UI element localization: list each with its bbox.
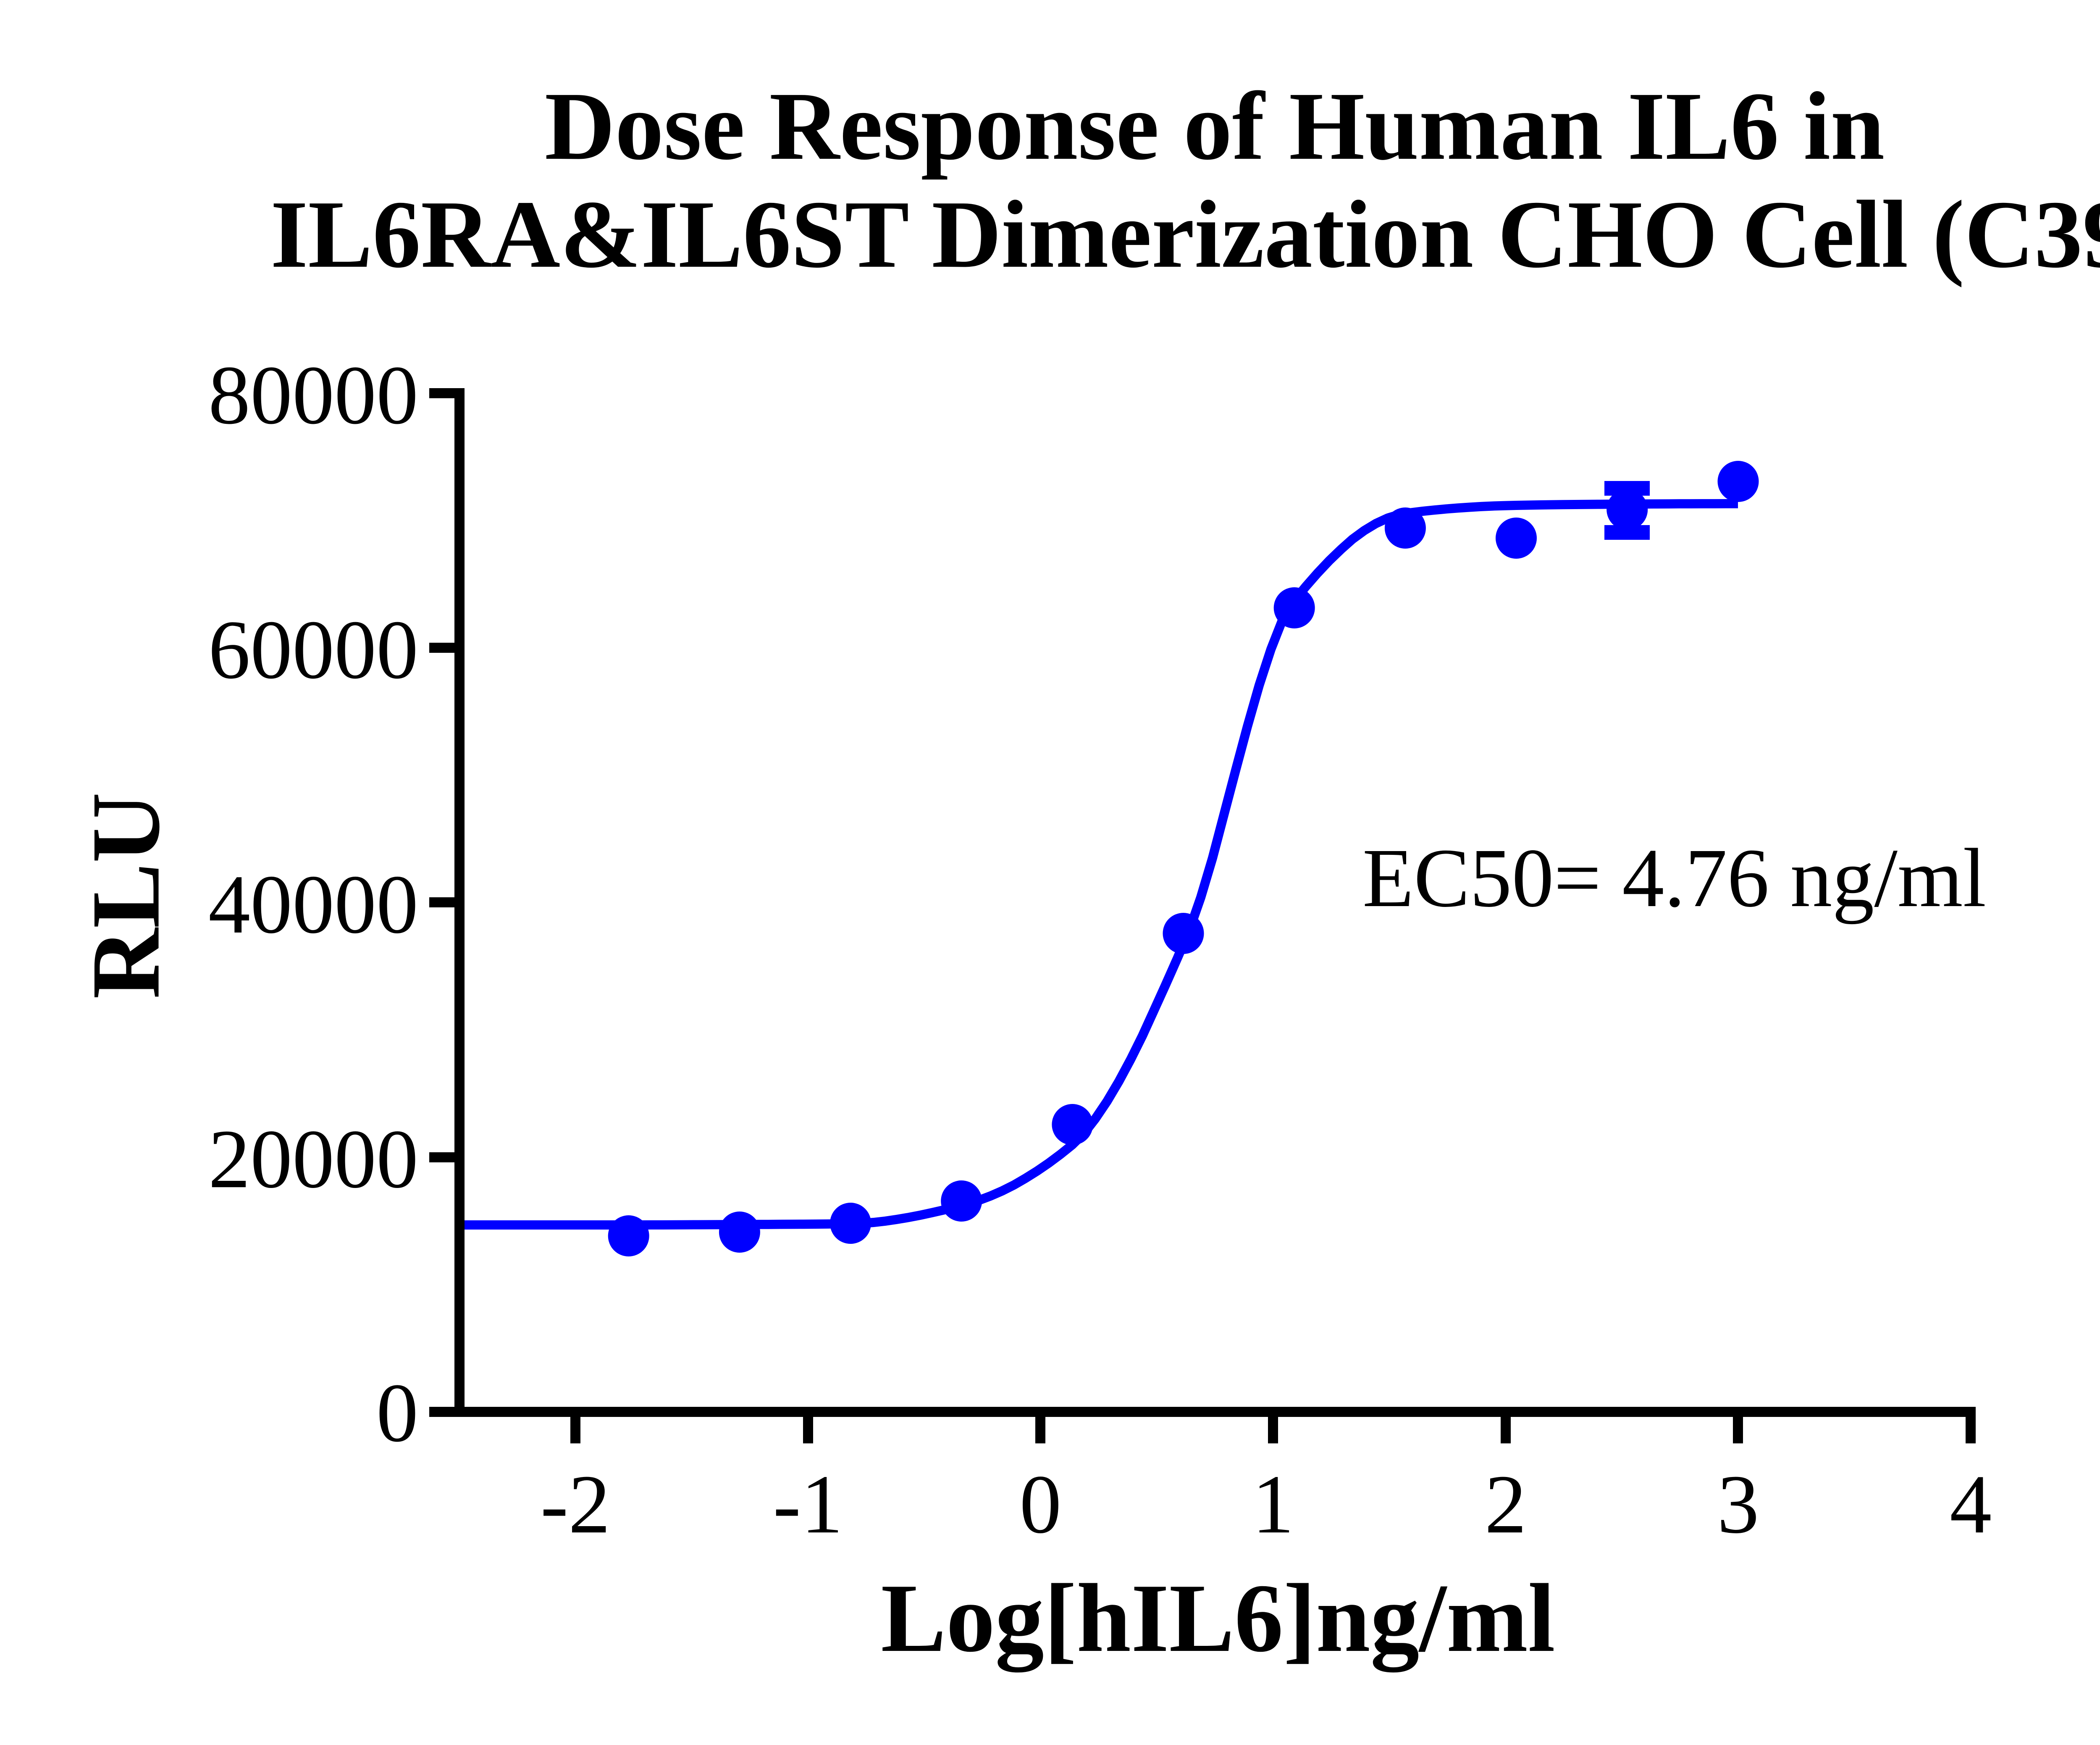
svg-text:RLU: RLU xyxy=(72,792,180,999)
svg-text:0: 0 xyxy=(376,1367,418,1459)
svg-text:4: 4 xyxy=(1950,1458,1992,1551)
svg-text:-1: -1 xyxy=(773,1458,843,1551)
svg-text:EC50= 4.76 ng/ml: EC50= 4.76 ng/ml xyxy=(1362,832,1986,925)
svg-text:2: 2 xyxy=(1485,1458,1527,1551)
svg-text:IL6RA&IL6ST Dimerization CHO C: IL6RA&IL6ST Dimerization CHO Cell (C39) xyxy=(270,181,2100,288)
svg-text:1: 1 xyxy=(1252,1458,1294,1551)
svg-text:-2: -2 xyxy=(541,1458,611,1551)
svg-text:20000: 20000 xyxy=(208,1113,418,1206)
svg-text:Dose Response of Human IL6 in: Dose Response of Human IL6 in xyxy=(545,72,1885,180)
svg-text:40000: 40000 xyxy=(208,858,418,951)
svg-text:Log[hIL6]ng/ml: Log[hIL6]ng/ml xyxy=(881,1564,1555,1673)
svg-text:80000: 80000 xyxy=(208,349,418,442)
svg-text:3: 3 xyxy=(1717,1458,1759,1551)
svg-text:60000: 60000 xyxy=(208,604,418,696)
svg-text:0: 0 xyxy=(1019,1458,1061,1551)
